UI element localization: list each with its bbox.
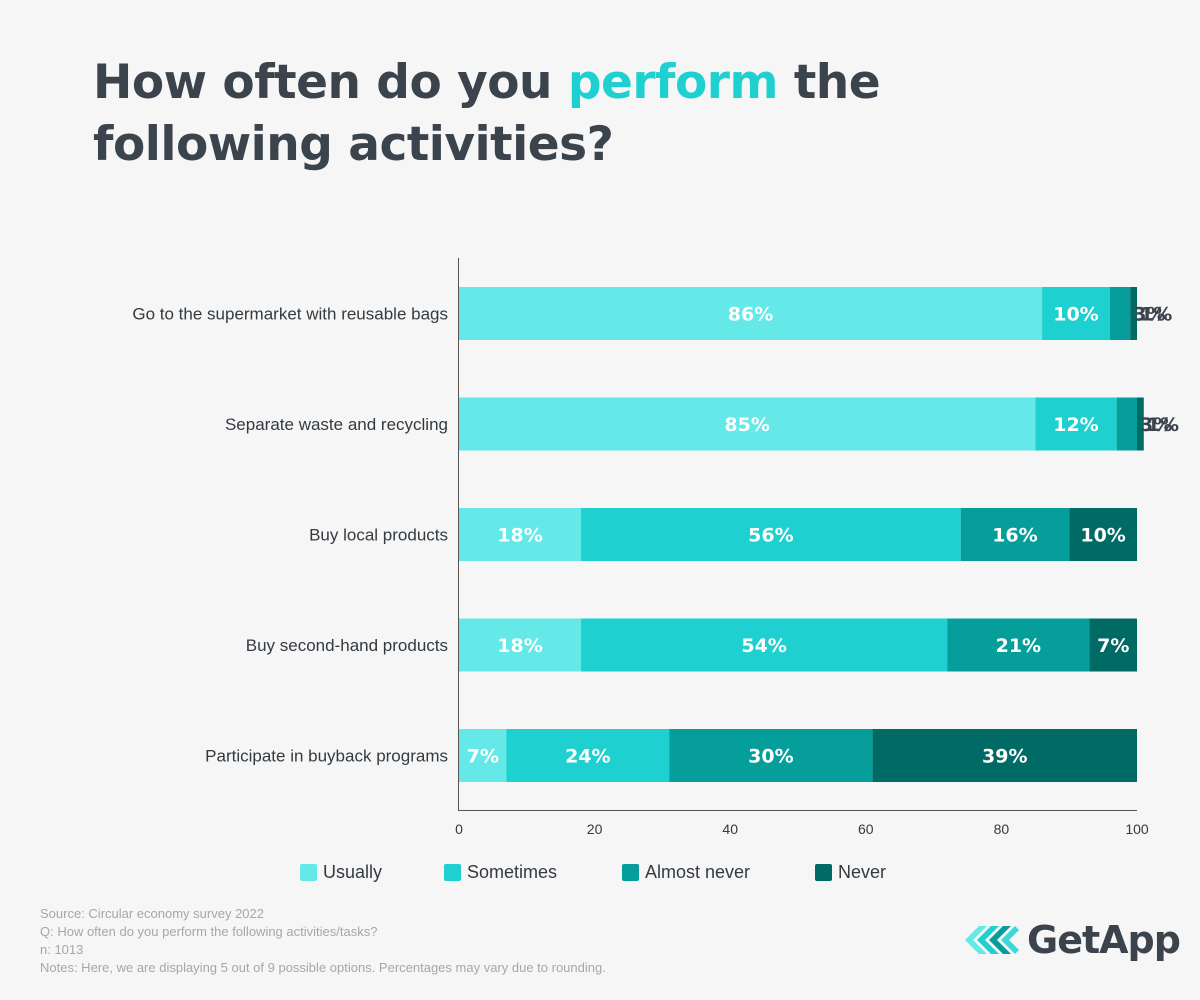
legend-item-never: Never [815,862,886,883]
data-label: 86% [728,304,773,326]
bar-segment-almost-never [1109,287,1131,340]
bar-segment-usually [459,397,1036,451]
getapp-logo: GetApp [963,918,1181,962]
category-label: Separate waste and recycling [225,415,448,434]
data-label: 12% [1053,414,1098,436]
bar-segment-sometimes [581,508,961,561]
data-label: 18% [497,635,542,657]
data-label: 16% [992,525,1037,547]
legend-item-almost-never: Almost never [622,862,750,883]
bar-segment-usually [459,508,582,561]
bar-segment-sometimes [1035,397,1117,451]
category-label: Buy second-hand products [246,636,448,655]
x-tick-label: 80 [994,821,1010,837]
data-label: 85% [724,414,769,436]
bar-segment-almost-never [1116,397,1137,451]
bar-segment-never [1130,287,1137,340]
bar-segment-usually [459,618,582,672]
data-label: 1% [1147,414,1179,436]
data-label: 10% [1080,525,1125,547]
bar-segment-almost-never [669,729,873,782]
legend-label: Never [838,862,887,882]
getapp-chevrons-icon [965,926,1019,954]
x-tick-label: 100 [1125,821,1149,837]
bar-segment-sometimes [506,729,670,782]
data-label: 24% [565,746,610,768]
bars-layer [459,287,1144,782]
legend-item-sometimes: Sometimes [444,862,557,883]
footer-notes: Source: Circular economy survey 2022 Q: … [40,905,606,977]
title-part-1: How often do you [93,55,568,110]
data-label: 3% [1140,414,1172,436]
legend-item-usually: Usually [300,862,382,883]
legend-swatch [300,864,317,881]
x-tick-label: 20 [587,821,603,837]
x-tick-label: 0 [455,821,463,837]
chart-title: How often do you perform the following a… [93,52,993,176]
data-label: 3% [1133,304,1165,326]
disclaimer-note: Notes: Here, we are displaying 5 out of … [40,960,606,975]
logo-text: GetApp [1027,918,1181,962]
bar-segment-never [872,729,1137,782]
bar-segment-usually [459,729,507,782]
data-label: 56% [748,525,793,547]
legend-swatch [815,864,832,881]
bar-segment-never [1089,618,1137,672]
category-label: Go to the supermarket with reusable bags [132,305,448,324]
x-tick-label: 40 [722,821,738,837]
ticks-layer: 0 20 40 60 80 100 [455,821,1149,837]
category-label: Participate in buyback programs [205,747,448,766]
data-label: 7% [1097,635,1129,657]
bar-segment-never [1069,508,1137,561]
bar-segment-sometimes [1042,287,1110,340]
x-tick-label: 60 [858,821,874,837]
bar-segment-almost-never [947,618,1090,672]
data-label: 7% [467,746,499,768]
source-note: Source: Circular economy survey 2022 [40,906,264,921]
data-label: 1% [1140,304,1172,326]
labels-layer: Go to the supermarket with reusable bags… [132,304,1179,768]
legend-label: Sometimes [467,862,558,882]
legend-swatch [444,864,461,881]
title-part-2: the following activities? [93,55,881,172]
question-note: Q: How often do you perform the followin… [40,924,378,939]
stacked-bar-chart: Go to the supermarket with reusable bags… [132,258,1179,837]
data-label: 30% [748,746,793,768]
category-label: Buy local products [309,526,448,545]
bar-segment-sometimes [581,618,948,672]
legend: Usually Sometimes Almost never Never [0,862,1200,886]
bar-segment-almost-never [960,508,1070,561]
data-label: 39% [982,746,1027,768]
legend-label: Usually [323,862,383,882]
data-label: 18% [497,525,542,547]
legend-swatch [622,864,639,881]
bar-segment-usually [459,287,1043,340]
data-label: 21% [996,635,1041,657]
bar-segment-never [1137,397,1144,451]
sample-size-note: n: 1013 [40,942,84,957]
title-highlight: perform [567,55,779,110]
legend-label: Almost never [645,862,751,882]
data-label: 54% [741,635,786,657]
data-label: 10% [1053,304,1098,326]
